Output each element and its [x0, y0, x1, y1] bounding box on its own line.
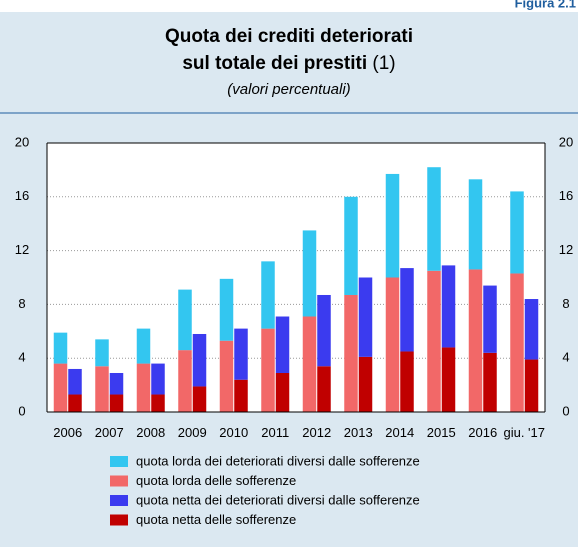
- bar: [344, 294, 358, 412]
- bar: [53, 332, 68, 364]
- bar: [524, 299, 539, 360]
- bar: [358, 356, 373, 412]
- bar: [95, 339, 109, 367]
- y2-tick-label: 20: [559, 134, 573, 149]
- y2-tick-label: 12: [559, 242, 573, 257]
- bar: [510, 273, 524, 412]
- y-tick-label: 12: [15, 242, 29, 257]
- title: Quota dei crediti deteriorati: [165, 26, 413, 47]
- bar: [441, 347, 456, 412]
- bar: [234, 328, 248, 380]
- title: sul totale dei prestiti: [182, 53, 367, 74]
- bar: [400, 268, 414, 352]
- bar: [441, 265, 456, 348]
- bar: [427, 270, 441, 412]
- bar: [275, 372, 290, 412]
- bar: [302, 316, 317, 412]
- y2-tick-label: 4: [562, 350, 569, 365]
- bar: [68, 394, 82, 412]
- bar: [275, 316, 290, 373]
- x-tick-label: giu. '17: [503, 425, 545, 440]
- x-tick-label: 2013: [343, 425, 373, 440]
- bar: [483, 352, 497, 412]
- bar: [468, 269, 483, 412]
- legend-swatch: [110, 514, 128, 526]
- title-note: (1): [372, 53, 395, 74]
- y-tick-label: 16: [15, 188, 29, 203]
- bar: [53, 363, 68, 412]
- bar: [219, 278, 234, 341]
- x-tick-label: 2009: [177, 425, 207, 440]
- bar: [136, 363, 151, 412]
- y2-tick-label: 0: [562, 403, 569, 418]
- bar: [192, 333, 207, 387]
- plot-area: [47, 143, 545, 412]
- bar: [261, 261, 275, 329]
- bar: [358, 277, 373, 357]
- x-tick-label: 2015: [426, 425, 456, 440]
- legend-label: quota netta dei deteriorati diversi dall…: [136, 492, 420, 507]
- bar: [385, 277, 400, 412]
- bar: [178, 350, 192, 412]
- bar: [344, 196, 358, 295]
- bar: [109, 372, 124, 395]
- bar: [219, 340, 234, 412]
- bar: [178, 289, 192, 351]
- x-tick-label: 2010: [219, 425, 249, 440]
- bar: [400, 351, 414, 412]
- x-tick-label: 2014: [385, 425, 415, 440]
- bar: [427, 167, 441, 271]
- bar: [68, 368, 82, 395]
- subtitle: (valori percentuali): [227, 81, 350, 98]
- bar: [317, 366, 331, 412]
- legend-label: quota lorda dei deteriorati diversi dall…: [136, 453, 420, 468]
- bar: [192, 386, 207, 412]
- legend-label: quota netta delle sofferenze: [136, 512, 296, 527]
- legend-swatch: [110, 495, 128, 506]
- x-tick-label: 2007: [94, 425, 124, 440]
- y2-tick-label: 8: [562, 296, 569, 311]
- y2-tick-label: 16: [559, 188, 573, 203]
- bar: [261, 328, 275, 412]
- x-tick-label: 2011: [261, 425, 290, 440]
- x-tick-label: 2008: [136, 425, 166, 440]
- bar: [151, 363, 165, 395]
- x-tick-label: 2006: [53, 425, 83, 440]
- figure-label: Figura 2.1: [515, 0, 576, 10]
- legend-swatch: [110, 456, 128, 467]
- top-strip: [0, 0, 578, 12]
- bar: [234, 379, 248, 412]
- bar: [385, 173, 400, 278]
- bar: [302, 230, 317, 317]
- y-tick-label: 20: [15, 134, 29, 149]
- y-tick-label: 4: [18, 350, 25, 365]
- bar: [95, 366, 109, 412]
- x-tick-label: 2016: [468, 425, 498, 440]
- bar: [510, 191, 524, 274]
- bar: [136, 328, 151, 364]
- y-tick-label: 0: [18, 403, 25, 418]
- bar: [468, 179, 483, 270]
- bar: [109, 394, 124, 412]
- bar: [317, 294, 331, 367]
- y-tick-label: 8: [18, 296, 25, 311]
- title: sul totale dei prestiti (1): [182, 53, 395, 74]
- legend-swatch: [110, 475, 128, 487]
- bar: [524, 359, 539, 412]
- bar: [483, 285, 497, 353]
- bar: [151, 394, 165, 412]
- legend-label: quota lorda delle sofferenze: [136, 473, 296, 488]
- x-tick-label: 2012: [302, 425, 332, 440]
